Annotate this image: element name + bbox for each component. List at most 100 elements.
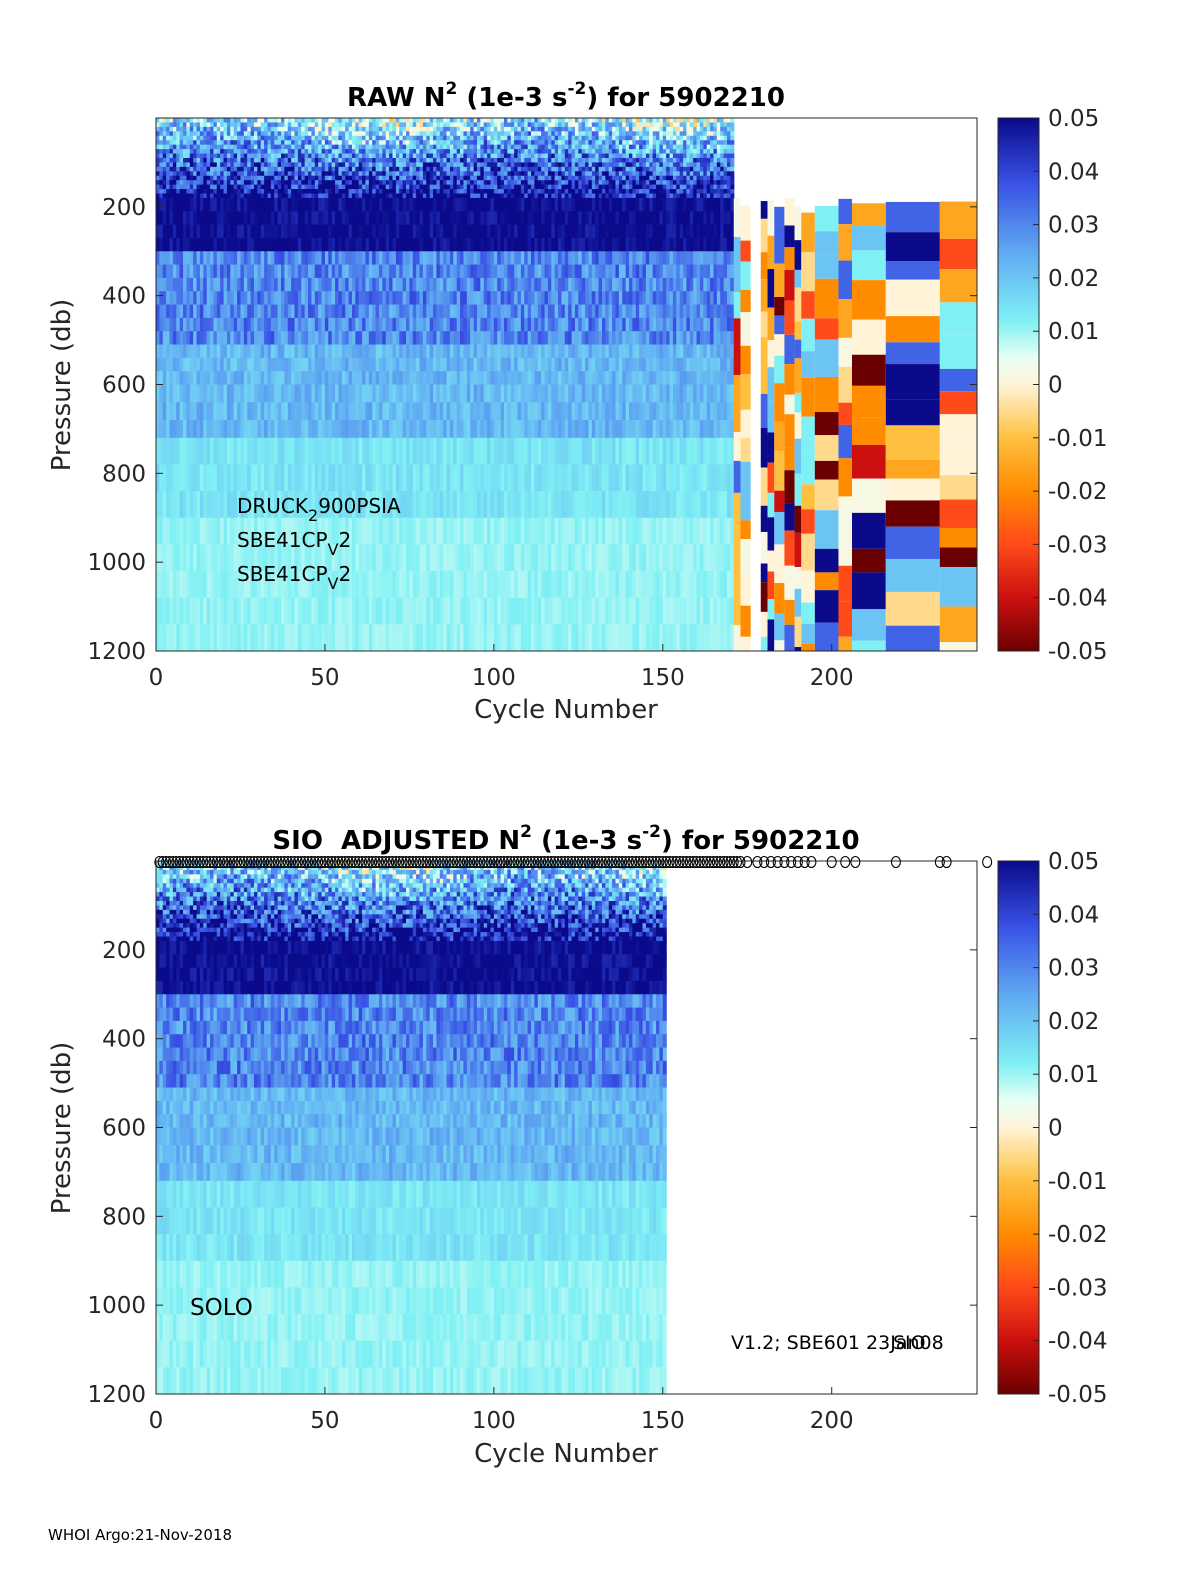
heat-cell xyxy=(216,189,221,195)
heat-cell xyxy=(338,237,343,252)
heat-cell xyxy=(507,517,512,545)
heat-cell xyxy=(392,402,397,421)
heat-cell xyxy=(463,344,468,359)
heat-cell xyxy=(270,420,275,439)
heat-cell xyxy=(422,371,427,386)
heat-cell xyxy=(243,491,248,519)
heat-cell xyxy=(507,420,512,439)
heat-cell xyxy=(429,166,434,172)
heat-cell xyxy=(355,171,360,177)
heat-cell xyxy=(348,304,353,319)
heat-cell xyxy=(375,491,380,519)
heat-cell xyxy=(287,135,292,141)
heat-cell xyxy=(402,118,407,124)
heat-cell xyxy=(389,624,394,651)
heat-cell xyxy=(345,126,350,132)
heat-cell xyxy=(223,189,228,195)
heat-cell xyxy=(412,140,417,146)
heat-cell xyxy=(453,140,458,146)
heat-cell xyxy=(476,157,481,164)
heat-cell xyxy=(443,264,448,279)
heat-cell xyxy=(406,304,410,319)
heat-cell xyxy=(199,197,204,212)
heat-cell xyxy=(311,171,316,177)
heat-cell xyxy=(493,237,498,252)
heat-cell xyxy=(179,304,184,319)
heat-cell xyxy=(240,371,245,386)
heat-cell xyxy=(223,135,228,141)
heat-cell xyxy=(537,420,542,439)
heat-cell xyxy=(378,371,383,386)
heat-cell xyxy=(439,237,444,252)
heat-cell xyxy=(480,291,485,306)
heat-cell xyxy=(517,157,522,164)
heat-cell xyxy=(216,571,221,599)
heat-cell xyxy=(358,224,363,239)
heat-cell xyxy=(338,157,343,164)
heat-cell xyxy=(409,153,414,159)
heat-cell xyxy=(267,264,272,279)
heat-cell xyxy=(507,344,512,359)
heat-cell xyxy=(436,162,441,168)
heat-cell xyxy=(213,357,218,372)
heat-cell xyxy=(426,420,431,439)
heat-cell xyxy=(250,144,255,150)
heat-cell xyxy=(162,135,167,141)
heat-cell xyxy=(510,624,515,651)
heat-cell xyxy=(500,517,505,545)
heat-cell xyxy=(206,122,211,128)
heat-cell xyxy=(324,420,329,439)
heat-cell xyxy=(243,420,248,439)
heat-cell xyxy=(487,153,492,159)
heat-cell xyxy=(304,237,309,252)
heat-cell xyxy=(517,277,522,292)
heat-cell xyxy=(247,126,252,132)
heat-cell xyxy=(470,140,475,146)
heat-cell xyxy=(378,184,383,190)
heat-cell xyxy=(321,126,326,132)
heat-cell xyxy=(446,291,451,306)
heat-cell xyxy=(206,544,211,572)
heat-cell xyxy=(453,437,458,466)
heat-cell xyxy=(351,237,356,252)
heat-cell xyxy=(504,166,508,172)
heat-cell xyxy=(412,166,417,172)
heat-cell xyxy=(237,193,242,199)
heat-cell xyxy=(504,371,508,386)
heat-cell xyxy=(314,184,319,190)
heat-cell xyxy=(466,402,471,421)
heat-cell xyxy=(220,597,225,625)
heat-cell xyxy=(351,149,356,155)
heat-cell xyxy=(449,189,454,195)
heat-cell xyxy=(237,624,242,651)
heat-cell xyxy=(318,384,323,403)
heat-cell xyxy=(196,331,201,346)
heat-cell xyxy=(453,224,458,239)
heat-cell xyxy=(392,437,397,466)
heat-cell xyxy=(264,135,269,141)
heat-cell xyxy=(193,491,198,519)
heat-cell xyxy=(541,437,546,466)
heat-cell xyxy=(470,371,475,386)
heat-cell xyxy=(223,237,228,252)
heat-cell xyxy=(291,357,296,372)
heat-cell xyxy=(389,180,394,186)
heat-cell xyxy=(243,571,248,599)
heat-cell xyxy=(264,157,269,164)
heat-cell xyxy=(206,157,211,164)
heat-cell xyxy=(277,264,282,279)
heat-cell xyxy=(544,317,549,332)
heat-cell xyxy=(186,166,191,172)
heat-cell xyxy=(406,166,410,172)
heat-cell xyxy=(264,437,269,466)
heat-cell xyxy=(514,277,519,292)
heat-cell xyxy=(159,277,164,292)
heat-cell xyxy=(341,171,346,177)
heat-cell xyxy=(449,317,454,332)
heat-cell xyxy=(500,344,505,359)
heat-cell xyxy=(504,264,508,279)
heat-cell xyxy=(365,149,370,155)
heat-cell xyxy=(422,384,427,403)
heat-cell xyxy=(199,437,204,466)
heat-cell xyxy=(267,149,272,155)
